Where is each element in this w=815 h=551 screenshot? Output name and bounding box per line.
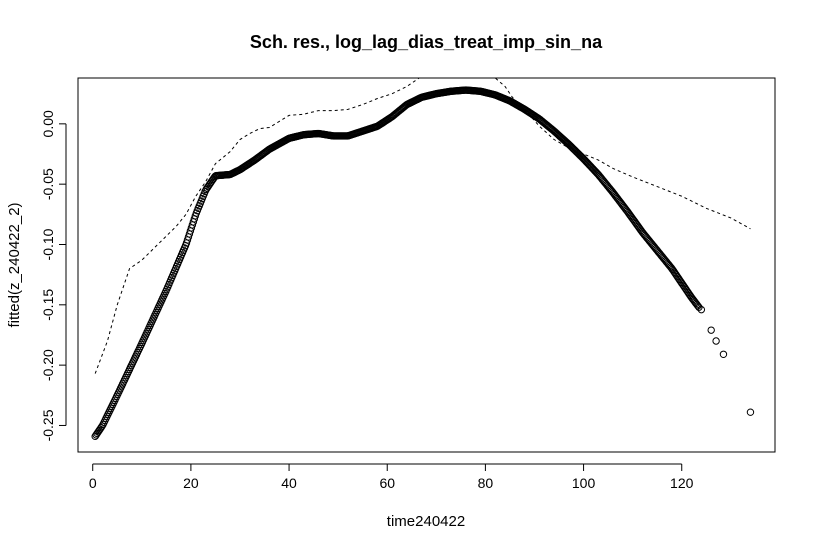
data-point — [695, 303, 703, 311]
y-tick-label: 0.00 — [40, 110, 56, 137]
x-tick-label: 20 — [183, 475, 199, 491]
data-point — [746, 408, 755, 416]
y-tick-label: -0.20 — [40, 349, 56, 381]
chart-title: Sch. res., log_lag_dias_treat_imp_sin_na — [250, 32, 603, 52]
y-axis: -0.25 -0.20 -0.15 -0.10 -0.05 0.00 — [40, 110, 67, 441]
data-point — [719, 350, 728, 358]
y-axis-label: fitted(z_240422_2) — [6, 202, 23, 327]
x-tick-label: 40 — [281, 475, 297, 491]
series-dashed-line — [94, 77, 751, 374]
x-tick-label: 120 — [670, 475, 694, 491]
x-tick-label: 60 — [379, 475, 395, 491]
x-axis: 0 20 40 60 80 100 120 — [89, 463, 694, 491]
data-point — [712, 337, 720, 345]
y-tick-label: -0.10 — [40, 228, 56, 260]
x-tick-label: 100 — [572, 475, 596, 491]
x-tick-label: 80 — [478, 475, 494, 491]
dashed-line — [94, 77, 751, 374]
y-tick-label: -0.05 — [40, 168, 56, 200]
x-axis-label: time240422 — [387, 513, 465, 530]
y-tick-label: -0.15 — [40, 289, 56, 321]
data-point — [707, 326, 715, 334]
data-point — [98, 422, 106, 430]
data-point — [697, 305, 706, 314]
series-fitted-points — [91, 86, 755, 441]
y-tick-label: -0.25 — [40, 409, 56, 441]
x-tick-label: 0 — [89, 475, 97, 491]
